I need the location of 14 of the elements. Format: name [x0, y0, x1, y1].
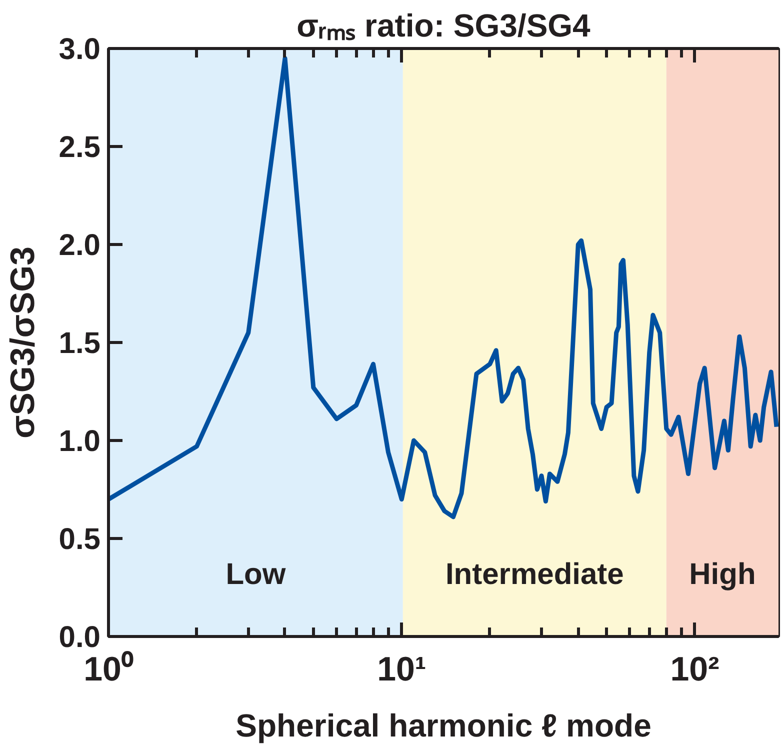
y-tick-label: 2.5 — [58, 131, 101, 164]
x-axis-title: Spherical harmonic ℓ mode — [236, 708, 652, 744]
x-tick-label: 10¹ — [377, 650, 426, 688]
y-tick-label: 2.0 — [58, 229, 101, 262]
y-tick-label: 1.5 — [58, 327, 101, 360]
y-axis-title: σSG3/σSG3 — [4, 246, 42, 439]
y-tick-label: 3.0 — [58, 33, 101, 66]
band-label: Intermediate — [445, 558, 624, 591]
band-label: Low — [226, 558, 286, 591]
chart-title: σᵣₘₛ ratio: SG3/SG4 — [296, 8, 591, 44]
y-tick-label: 1.0 — [58, 425, 101, 458]
y-tick-label: 0.5 — [58, 523, 101, 556]
x-tick-label: 10² — [670, 650, 720, 688]
band-label: High — [689, 558, 756, 591]
